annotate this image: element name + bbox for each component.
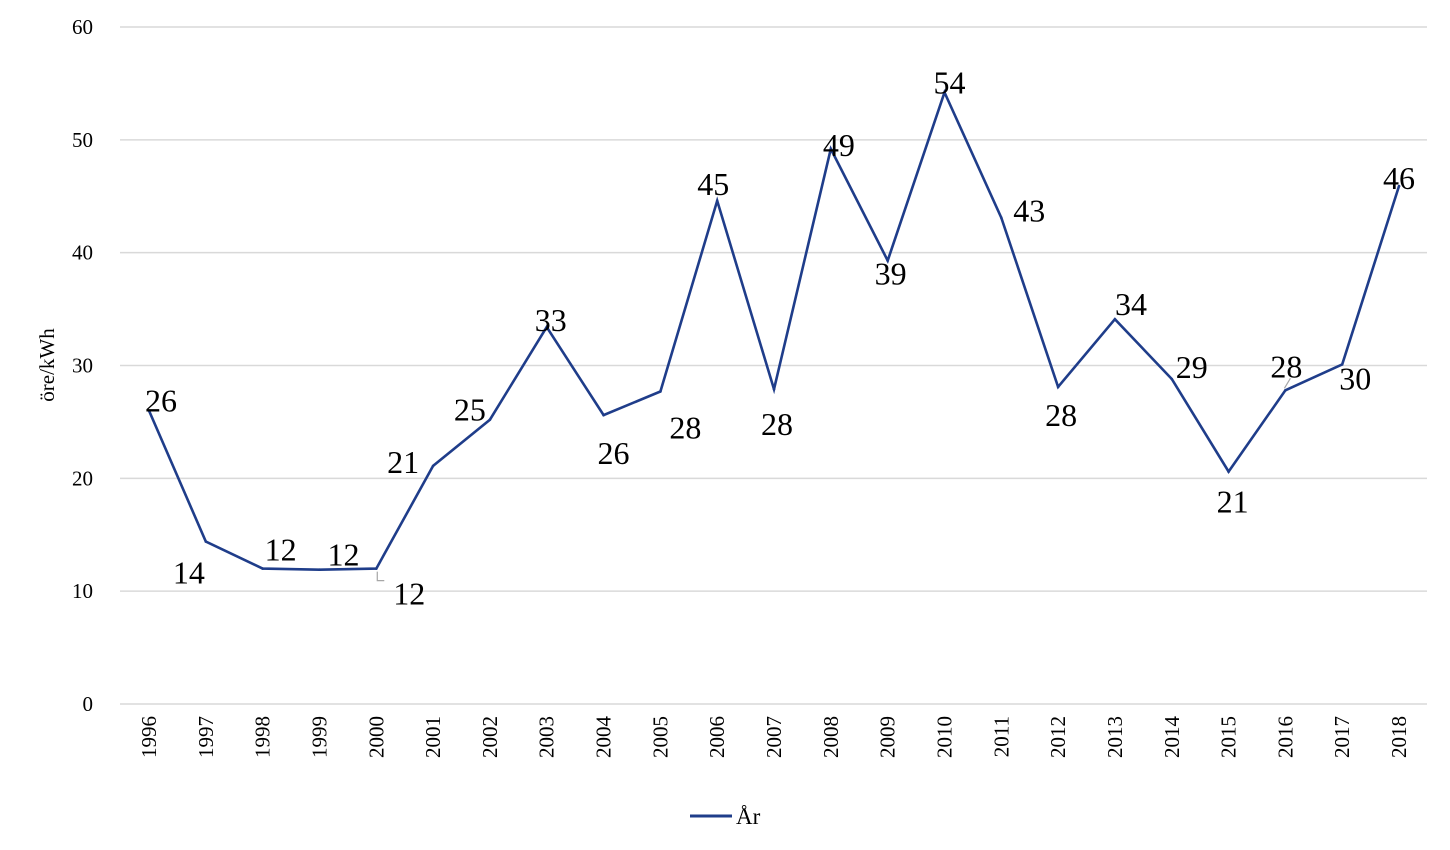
data-point <box>1113 317 1117 321</box>
data-label: 28 <box>1270 348 1302 384</box>
x-tick-label: 2010 <box>932 716 956 758</box>
x-tick-label: 2007 <box>762 716 786 758</box>
data-label: 54 <box>933 64 965 100</box>
data-point <box>204 540 208 543</box>
y-axis-ticks: 0 10 20 30 40 50 60 <box>72 15 93 716</box>
x-tick-label: 2018 <box>1387 716 1411 758</box>
data-point <box>1056 385 1060 389</box>
x-tick-label: 2008 <box>819 716 843 758</box>
x-tick-label: 2002 <box>478 716 502 758</box>
data-label: 12 <box>393 576 425 612</box>
data-point <box>1227 470 1230 473</box>
data-label: 30 <box>1339 360 1371 396</box>
data-point <box>318 568 321 572</box>
data-point <box>1340 363 1344 366</box>
data-label: 12 <box>265 532 297 568</box>
data-point <box>1170 377 1174 381</box>
data-label: 39 <box>875 256 907 292</box>
data-point <box>715 199 719 203</box>
data-labels: 26 14 12 12 12 21 25 33 26 28 45 28 49 39 54 43 28 34 29 21… <box>145 64 1415 611</box>
series-line-group <box>147 88 1401 572</box>
x-axis-ticks: 1996 1997 1998 1999 2000 2001 2002 2003 2004 2005… <box>137 716 1411 759</box>
data-point <box>147 409 151 412</box>
x-tick-label: 2003 <box>535 716 559 758</box>
x-tick-label: 1997 <box>194 716 218 758</box>
x-tick-label: 1999 <box>307 716 331 758</box>
data-point <box>886 259 889 262</box>
data-label: 28 <box>669 409 701 445</box>
x-tick-label: 2006 <box>705 716 729 758</box>
data-label: 28 <box>1045 397 1077 433</box>
x-tick-label: 2015 <box>1217 716 1241 758</box>
x-tick-label: 2000 <box>364 716 388 758</box>
x-tick-label: 2016 <box>1273 716 1297 758</box>
y-tick-label: 60 <box>72 15 93 39</box>
x-tick-label: 2005 <box>648 716 672 758</box>
data-point <box>659 390 662 393</box>
x-tick-label: 1996 <box>137 716 161 758</box>
y-axis-label: öre/kWh <box>35 328 59 402</box>
data-label-leader-line <box>376 571 385 582</box>
x-tick-label: 1998 <box>251 716 275 758</box>
data-point <box>1000 216 1003 219</box>
data-point <box>374 567 378 570</box>
series-line <box>147 88 1401 572</box>
data-label: 43 <box>1013 193 1045 229</box>
legend: År <box>690 804 761 829</box>
data-point <box>488 418 492 421</box>
data-label: 46 <box>1383 160 1415 196</box>
legend-label: År <box>736 804 761 829</box>
data-label: 26 <box>598 435 630 471</box>
data-label: 14 <box>173 555 205 591</box>
data-point <box>545 325 549 329</box>
x-tick-label: 2012 <box>1046 716 1070 758</box>
data-point <box>1397 184 1401 188</box>
y-tick-label: 10 <box>72 579 93 603</box>
x-tick-label: 2009 <box>876 716 900 758</box>
data-point <box>943 91 946 94</box>
data-label: 28 <box>761 406 793 442</box>
y-tick-label: 30 <box>72 354 93 378</box>
data-label: 45 <box>697 166 729 202</box>
data-point <box>431 464 435 468</box>
data-point <box>829 147 833 151</box>
data-label: 25 <box>454 392 486 428</box>
data-label: 33 <box>535 302 567 338</box>
y-tick-label: 0 <box>83 692 94 716</box>
x-tick-label: 2017 <box>1330 716 1354 758</box>
data-point <box>1284 389 1287 392</box>
x-tick-label: 2004 <box>592 716 616 759</box>
data-label: 21 <box>387 444 419 480</box>
data-label-leader-line <box>1283 378 1291 389</box>
x-tick-label: 2014 <box>1160 716 1184 759</box>
data-label: 21 <box>1217 484 1249 520</box>
data-label: 26 <box>145 383 177 419</box>
gridlines <box>120 26 1427 705</box>
data-label: 29 <box>1176 349 1208 385</box>
y-tick-label: 50 <box>72 128 93 152</box>
data-point <box>772 387 776 391</box>
data-label: 49 <box>823 127 855 163</box>
data-label: 12 <box>327 537 359 573</box>
data-point <box>602 413 605 417</box>
y-tick-label: 40 <box>72 241 93 265</box>
x-tick-label: 2001 <box>421 716 445 758</box>
x-tick-label: 2011 <box>989 716 1013 757</box>
x-tick-label: 2013 <box>1103 716 1127 758</box>
data-label: 34 <box>1115 286 1147 322</box>
data-point <box>261 567 264 570</box>
y-tick-label: 20 <box>72 466 93 490</box>
